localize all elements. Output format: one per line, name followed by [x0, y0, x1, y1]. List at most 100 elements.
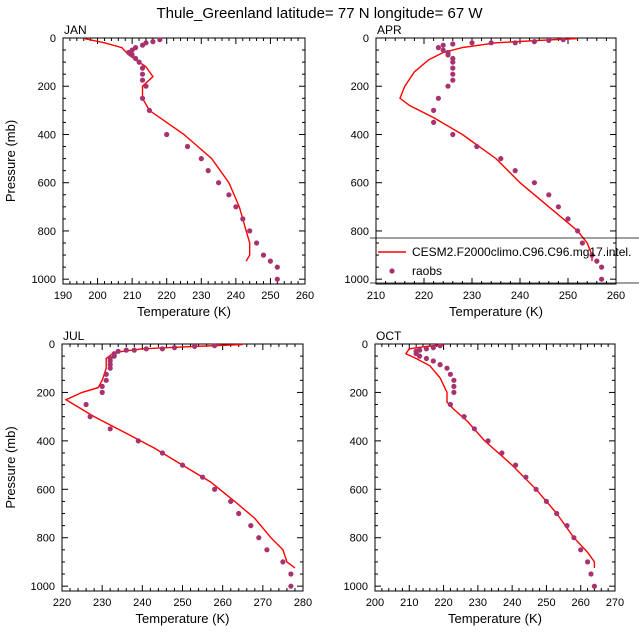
legend: CESM2.F2000climo.C96.C96.mg17.intel. raob… [370, 237, 639, 284]
raobs-point [447, 371, 453, 377]
y-tick-label: 400 [37, 436, 55, 448]
raobs-point [248, 523, 254, 529]
x-tick-label: 260 [296, 290, 314, 302]
y-tick-label: 200 [350, 387, 368, 399]
raobs-point [83, 401, 89, 408]
x-axis-label: Temperature (K) [137, 304, 231, 319]
raobs-point [212, 486, 218, 492]
raobs-point [157, 37, 163, 43]
raobs-point [445, 83, 451, 89]
x-tick-label: 250 [173, 597, 191, 609]
raobs-point [513, 462, 519, 468]
x-tick-label: 260 [607, 290, 625, 302]
panel-label: JAN [64, 23, 87, 37]
raobs-point [123, 347, 129, 353]
raobs-point [139, 42, 146, 48]
x-tick-label: 230 [192, 290, 210, 302]
raobs-point [139, 65, 146, 71]
raobs-point [461, 414, 467, 420]
raobs-point [450, 65, 456, 71]
panel-apr: 210 220 230 240 250 260 0 200 400 600 800 1000 APR Te… [345, 23, 639, 319]
raobs-point [431, 119, 437, 125]
raobs-point [589, 252, 595, 258]
raobs-point [288, 583, 294, 589]
raobs-point [585, 559, 591, 565]
raobs-point [216, 180, 222, 186]
raobs-point [564, 523, 570, 529]
panel-jul: 220 230 240 250 260 270 280 0 200 400 600 800 1000 JU… [3, 329, 312, 626]
raobs-point [440, 42, 446, 48]
raobs-point [523, 474, 529, 480]
raobs-point [133, 55, 139, 62]
raobs-point [254, 240, 260, 246]
x-tick-label: 190 [54, 290, 72, 302]
raobs-point [267, 258, 273, 264]
raobs-point [565, 216, 571, 222]
y-tick-label: 200 [351, 81, 369, 93]
raobs-point [533, 486, 539, 492]
raobs-point [451, 377, 457, 383]
y-tick-label: 0 [363, 33, 369, 45]
raobs-point [417, 353, 423, 359]
y-tick-label: 200 [37, 387, 55, 399]
y-tick-label: 1000 [31, 581, 55, 593]
raobs-point [240, 216, 246, 222]
y-tick-label: 800 [37, 533, 55, 545]
raobs-point [111, 353, 117, 359]
raobs-point [543, 498, 550, 504]
raobs-point [131, 347, 137, 353]
raobs-point [103, 377, 109, 383]
raobs-point [87, 414, 93, 420]
raobs-point [107, 365, 113, 371]
raobs-point [599, 276, 605, 282]
raobs-point [588, 571, 594, 577]
raobs-point [591, 583, 598, 589]
raobs-point [512, 40, 518, 46]
model-profile-line [404, 343, 596, 568]
raobs-point [431, 107, 437, 113]
raobs-point [226, 192, 232, 198]
raobs-point [288, 571, 294, 577]
raobs-point [450, 71, 456, 77]
raobs-point [212, 343, 218, 349]
model-profile-line [64, 343, 296, 569]
raobs-point [179, 462, 186, 468]
x-tick-label: 280 [294, 597, 312, 609]
raobs-point [280, 559, 286, 565]
raobs-point [159, 450, 165, 456]
x-tick-label: 220 [53, 597, 71, 609]
raobs-point [435, 45, 441, 51]
raobs-point [440, 47, 446, 53]
y-tick-label: 800 [38, 226, 56, 238]
raobs-point [192, 343, 198, 349]
y-tick-label: 400 [351, 129, 369, 141]
raobs-point [139, 77, 146, 83]
x-tick-label: 260 [572, 597, 590, 609]
raobs-point [274, 276, 280, 282]
raobs-point [450, 131, 456, 138]
y-tick-label: 0 [362, 339, 368, 351]
y-tick-label: 800 [350, 533, 368, 545]
raobs-point [184, 143, 191, 150]
raobs-point [274, 264, 280, 270]
x-axis-label: Temperature (K) [136, 611, 230, 626]
raobs-point [205, 168, 211, 174]
raobs-point [546, 37, 552, 44]
x-tick-label: 210 [400, 597, 418, 609]
raobs-point [450, 59, 456, 65]
panel-label: JUL [63, 329, 85, 343]
raobs-point [115, 348, 121, 354]
raobs-point [99, 383, 105, 389]
raobs-point [233, 204, 239, 210]
y-tick-label: 800 [351, 226, 369, 238]
y-tick-label: 600 [351, 178, 369, 190]
raobs-point [450, 77, 456, 83]
x-tick-label: 260 [213, 597, 231, 609]
raobs-point [103, 371, 109, 377]
raobs-point [451, 383, 457, 389]
model-profile-line [399, 37, 593, 262]
x-tick-label: 220 [415, 290, 433, 302]
raobs-point [198, 156, 204, 162]
raobs-point [447, 401, 453, 408]
